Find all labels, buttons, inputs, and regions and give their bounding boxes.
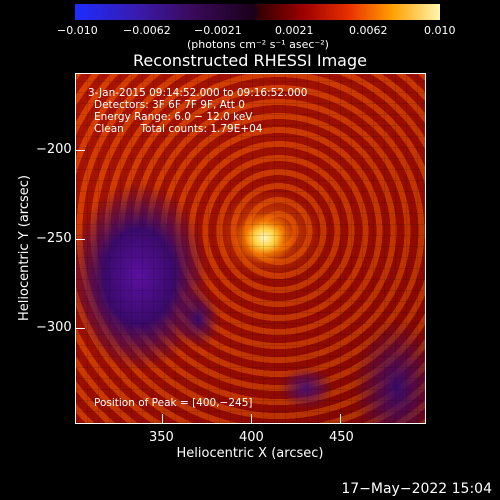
- colorbar: [75, 4, 440, 20]
- y-tick: [76, 239, 85, 240]
- energy-range-text: Energy Range: 6.0 − 12.0 keV: [94, 111, 253, 123]
- image-title: Reconstructed RHESSI Image: [133, 51, 367, 70]
- clean-counts-text: Clean Total counts: 1.79E+04: [94, 123, 263, 135]
- x-tick-label: 350: [149, 430, 174, 445]
- intensity-map: [76, 74, 425, 423]
- rhessi-image: 3-Jan-2015 09:14:52.000 to 09:16:52.000 …: [75, 73, 426, 424]
- colorbar-tick: −0.0021: [194, 24, 242, 37]
- y-tick-label: −200: [36, 142, 72, 157]
- y-axis-label: Heliocentric Y (arcsec): [17, 175, 32, 321]
- detectors-text: Detectors: 3F 6F 7F 9F, Att 0: [94, 99, 245, 111]
- time-range-text: 3-Jan-2015 09:14:52.000 to 09:16:52.000: [88, 87, 308, 99]
- x-tick-label: 450: [329, 430, 354, 445]
- colorbar-tick: −0.010: [57, 24, 98, 37]
- colorbar-tick: 0.0062: [349, 24, 388, 37]
- x-tick-label: 400: [239, 430, 264, 445]
- peak-position-text: Position of Peak = [400,−245]: [94, 397, 253, 409]
- datestamp: 17−May−2022 15:04: [341, 481, 492, 497]
- x-tick: [251, 414, 252, 423]
- y-tick: [76, 150, 85, 151]
- y-tick-label: −300: [36, 320, 72, 335]
- colorbar-units: (photons cm⁻² s⁻¹ asec⁻²): [187, 38, 329, 51]
- x-tick: [340, 414, 341, 423]
- colorbar-tick: −0.0062: [123, 24, 171, 37]
- colorbar-tick: 0.0021: [275, 24, 314, 37]
- y-tick-label: −250: [36, 231, 72, 246]
- y-tick: [76, 328, 85, 329]
- x-tick: [162, 414, 163, 423]
- colorbar-tick: 0.010: [424, 24, 456, 37]
- x-axis-label: Heliocentric X (arcsec): [176, 446, 324, 461]
